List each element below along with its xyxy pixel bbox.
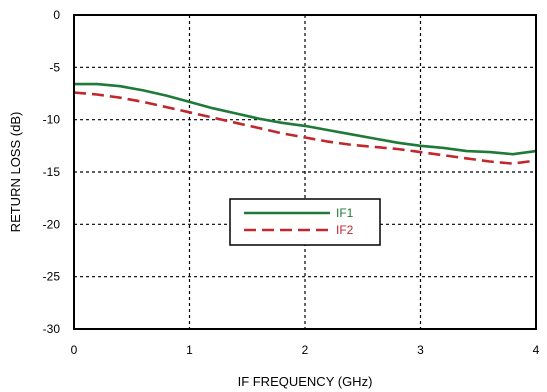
y-tick-label: -15 xyxy=(43,165,61,179)
x-tick-label: 2 xyxy=(302,343,309,357)
legend-label-if1: IF1 xyxy=(336,206,354,220)
y-axis-title: RETURN LOSS (dB) xyxy=(8,112,23,233)
legend-box xyxy=(229,198,381,246)
plot-frame xyxy=(73,14,537,330)
y-tick-label: -10 xyxy=(43,113,61,127)
tick-labels: 0 1 2 3 4 0 -5 -10 -15 -20 -25 -30 xyxy=(43,8,540,357)
y-tick-label: 0 xyxy=(53,8,60,22)
data-series xyxy=(73,82,537,165)
x-tick-label: 0 xyxy=(71,343,78,357)
y-tick-label: -25 xyxy=(43,270,61,284)
x-tick-label: 4 xyxy=(533,343,540,357)
x-tick-label: 1 xyxy=(186,343,193,357)
series-line-if2 xyxy=(73,91,537,165)
y-tick-label: -30 xyxy=(43,322,61,336)
x-tick-label: 3 xyxy=(417,343,424,357)
y-tick-label: -5 xyxy=(49,60,60,74)
legend: IF1 IF2 xyxy=(229,198,381,246)
legend-label-if2: IF2 xyxy=(336,223,354,237)
x-axis-title: IF FREQUENCY (GHz) xyxy=(238,374,373,389)
y-tick-label: -20 xyxy=(43,217,61,231)
series-line-if1 xyxy=(74,82,537,156)
grid-lines xyxy=(74,15,536,329)
